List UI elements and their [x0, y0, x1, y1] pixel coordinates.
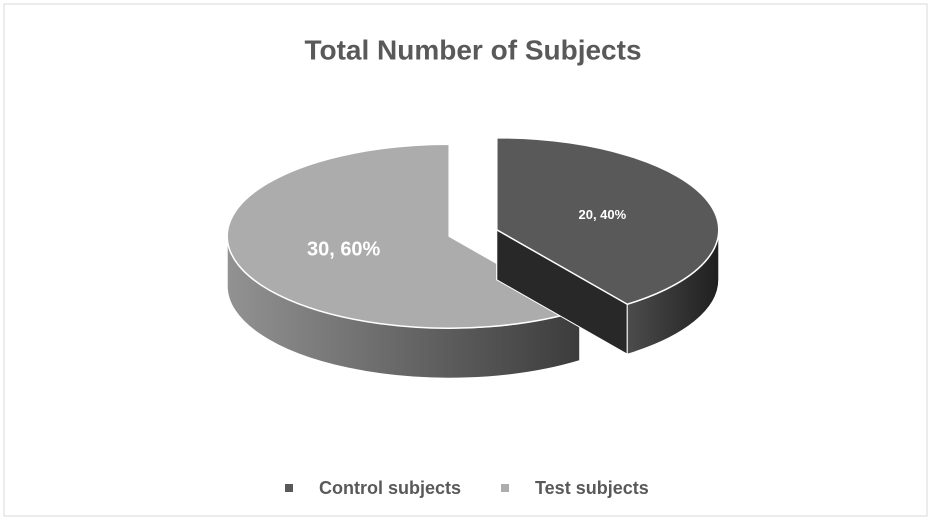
pie-slice — [496, 137, 720, 306]
chart-title: Total Number of Subjects — [304, 34, 641, 65]
data-label: 30, 60% — [307, 239, 381, 261]
legend-swatch — [285, 484, 293, 492]
legend-swatch — [501, 484, 510, 492]
data-label: 20, 40% — [578, 207, 626, 222]
pie-slice — [226, 143, 582, 329]
legend-label: Test subjects — [535, 478, 649, 498]
legend-label: Control subjects — [319, 478, 461, 498]
